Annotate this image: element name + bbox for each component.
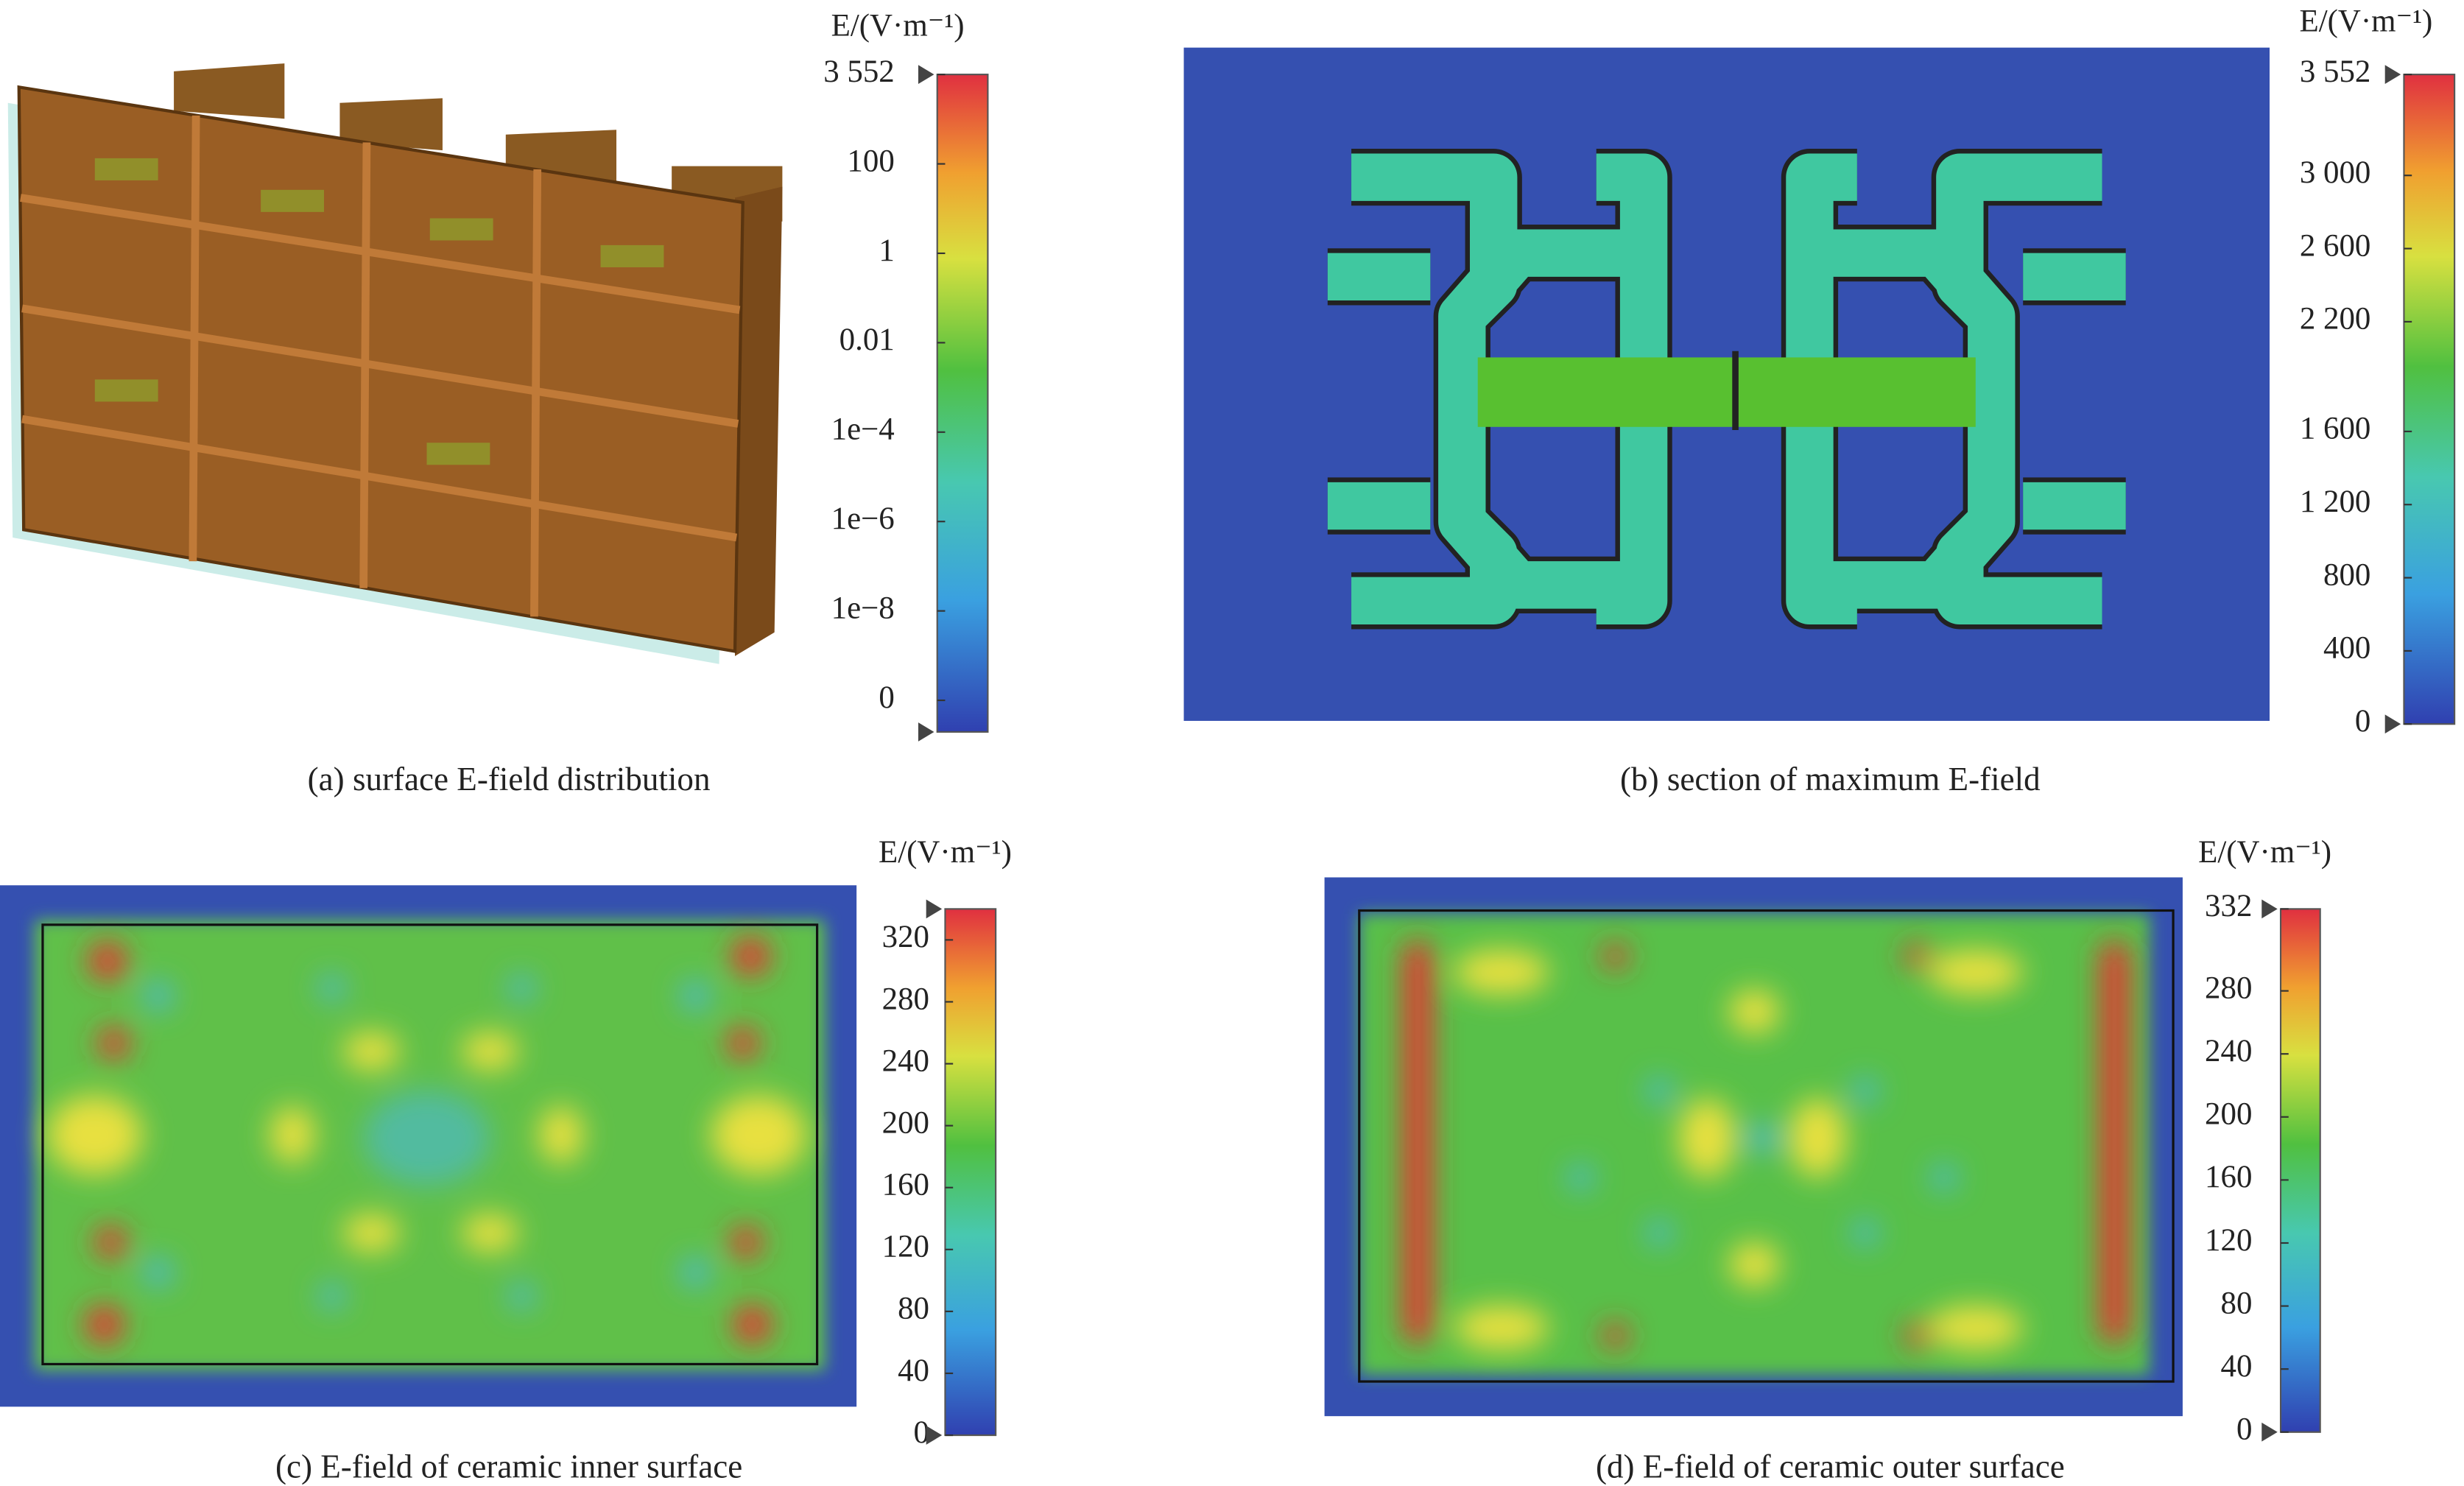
- colorbar-tick-label: 280: [882, 982, 929, 1016]
- colorbar: [936, 74, 989, 733]
- colorbar-title: E/(V·m⁻¹): [2299, 4, 2432, 38]
- colorbar-tick-label: 160: [882, 1168, 929, 1202]
- colorbar-tick-label: 0: [914, 1415, 929, 1450]
- colorbar-tick-label: 1e−6: [831, 501, 895, 536]
- colorbar: [944, 908, 997, 1437]
- colorbar-tick-label: 3 552: [2300, 54, 2371, 89]
- colorbar-tick-label: 0.01: [839, 323, 895, 357]
- colorbar-tick-label: 40: [2220, 1349, 2252, 1384]
- housing-render: [7, 63, 783, 664]
- outer-surface-plot: [1324, 877, 2183, 1417]
- colorbar-tick-label: 40: [898, 1353, 929, 1388]
- colorbar-tick-label: 1e−4: [831, 412, 895, 447]
- colorbar-tick-label: 0: [2236, 1412, 2252, 1447]
- colorbar-tick-label: 1 200: [2300, 485, 2371, 519]
- colorbar-title: E/(V·m⁻¹): [831, 9, 965, 43]
- range-arrow: [2261, 1422, 2278, 1442]
- colorbar-title: E/(V·m⁻¹): [2198, 835, 2331, 870]
- colorbar-tick-label: 240: [882, 1043, 929, 1078]
- range-arrow: [918, 65, 934, 85]
- colorbar-tick-label: 0: [879, 680, 894, 715]
- range-arrow: [2384, 714, 2401, 734]
- colorbar-tick-label: 2 200: [2300, 302, 2371, 337]
- colorbar-tick-label: 240: [2205, 1034, 2252, 1068]
- caption: (d) E-field of ceramic outer surface: [1596, 1448, 2065, 1485]
- range-arrow: [2261, 899, 2278, 919]
- range-arrow: [2384, 65, 2401, 85]
- colorbar-tick-label: 400: [2323, 631, 2370, 666]
- colorbar-tick-label: 200: [882, 1105, 929, 1140]
- colorbar-tick-label: 1e−8: [831, 591, 895, 625]
- colorbar-tick-label: 100: [847, 144, 894, 178]
- colorbar-tick-label: 280: [2205, 971, 2252, 1005]
- colorbar-tick-label: 1 600: [2300, 412, 2371, 446]
- section-plot: [1183, 47, 2270, 721]
- caption: (a) surface E-field distribution: [308, 761, 711, 797]
- colorbar: [2279, 908, 2321, 1433]
- inner-surface-plot: [0, 885, 857, 1407]
- range-arrow: [926, 899, 943, 919]
- colorbar-tick-label: 80: [2220, 1286, 2252, 1320]
- colorbar-tick-label: 0: [2355, 704, 2370, 739]
- colorbar-tick-label: 332: [2205, 889, 2252, 923]
- colorbar-tick-label: 120: [2205, 1223, 2252, 1258]
- colorbar-tick-label: 1: [879, 233, 894, 268]
- colorbar-tick-label: 3 552: [823, 54, 895, 89]
- colorbar: [2403, 74, 2456, 725]
- caption: (b) section of maximum E-field: [1620, 761, 2041, 797]
- colorbar-tick-label: 80: [898, 1292, 929, 1326]
- colorbar-tick-label: 320: [882, 920, 929, 954]
- range-arrow: [926, 1426, 943, 1445]
- colorbar-tick-label: 3 000: [2300, 155, 2371, 190]
- colorbar-title: E/(V·m⁻¹): [879, 835, 1012, 870]
- colorbar-tick-label: 800: [2323, 557, 2370, 592]
- range-arrow: [918, 722, 934, 742]
- colorbar-tick-label: 120: [882, 1230, 929, 1264]
- colorbar-tick-label: 2 600: [2300, 228, 2371, 263]
- colorbar-tick-label: 160: [2205, 1160, 2252, 1194]
- caption: (c) E-field of ceramic inner surface: [275, 1448, 742, 1485]
- colorbar-tick-label: 200: [2205, 1097, 2252, 1132]
